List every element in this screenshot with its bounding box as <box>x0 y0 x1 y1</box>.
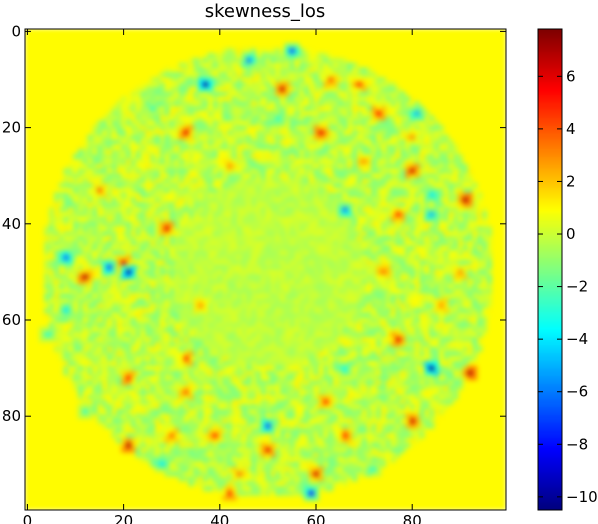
colorbar-tick-label: −6 <box>566 383 588 401</box>
colorbar-tick-label: −10 <box>566 488 598 506</box>
x-axis: 0 20 40 60 80 <box>23 29 422 524</box>
colorbar-tick-label: −2 <box>566 278 588 296</box>
colorbar-tick-label: 2 <box>566 172 576 190</box>
colorbar-tick-label: 6 <box>566 67 576 85</box>
plot-frame <box>24 28 507 511</box>
x-tick-label: 0 <box>23 512 33 524</box>
x-tick-label: 20 <box>114 512 133 524</box>
y-tick-label: 40 <box>2 215 21 233</box>
colorbar-ticks: 6 4 2 0 −2 −4 −6 −8 −10 <box>538 67 598 506</box>
chart-title: skewness_los <box>205 1 326 22</box>
y-tick-label: 0 <box>11 22 21 40</box>
heatmap-cells <box>25 29 506 510</box>
colorbar-tick-label: 4 <box>566 120 576 138</box>
y-tick-label: 60 <box>2 311 21 329</box>
colorbar-frame <box>537 28 563 511</box>
colorbar-tick-label: −4 <box>566 330 588 348</box>
heatmap-plot <box>24 28 507 511</box>
colorbar-gradient <box>538 29 562 510</box>
colorbar: 6 4 2 0 −2 −4 −6 −8 −10 <box>537 28 598 511</box>
colorbar-tick-label: −8 <box>566 435 588 453</box>
x-tick-label: 40 <box>210 512 229 524</box>
y-tick-label: 20 <box>2 119 21 137</box>
x-tick-label: 60 <box>306 512 325 524</box>
y-axis: 0 20 40 60 80 <box>2 22 506 425</box>
x-tick-label: 80 <box>403 512 422 524</box>
colorbar-tick-label: 0 <box>566 225 576 243</box>
y-tick-label: 80 <box>2 407 21 425</box>
